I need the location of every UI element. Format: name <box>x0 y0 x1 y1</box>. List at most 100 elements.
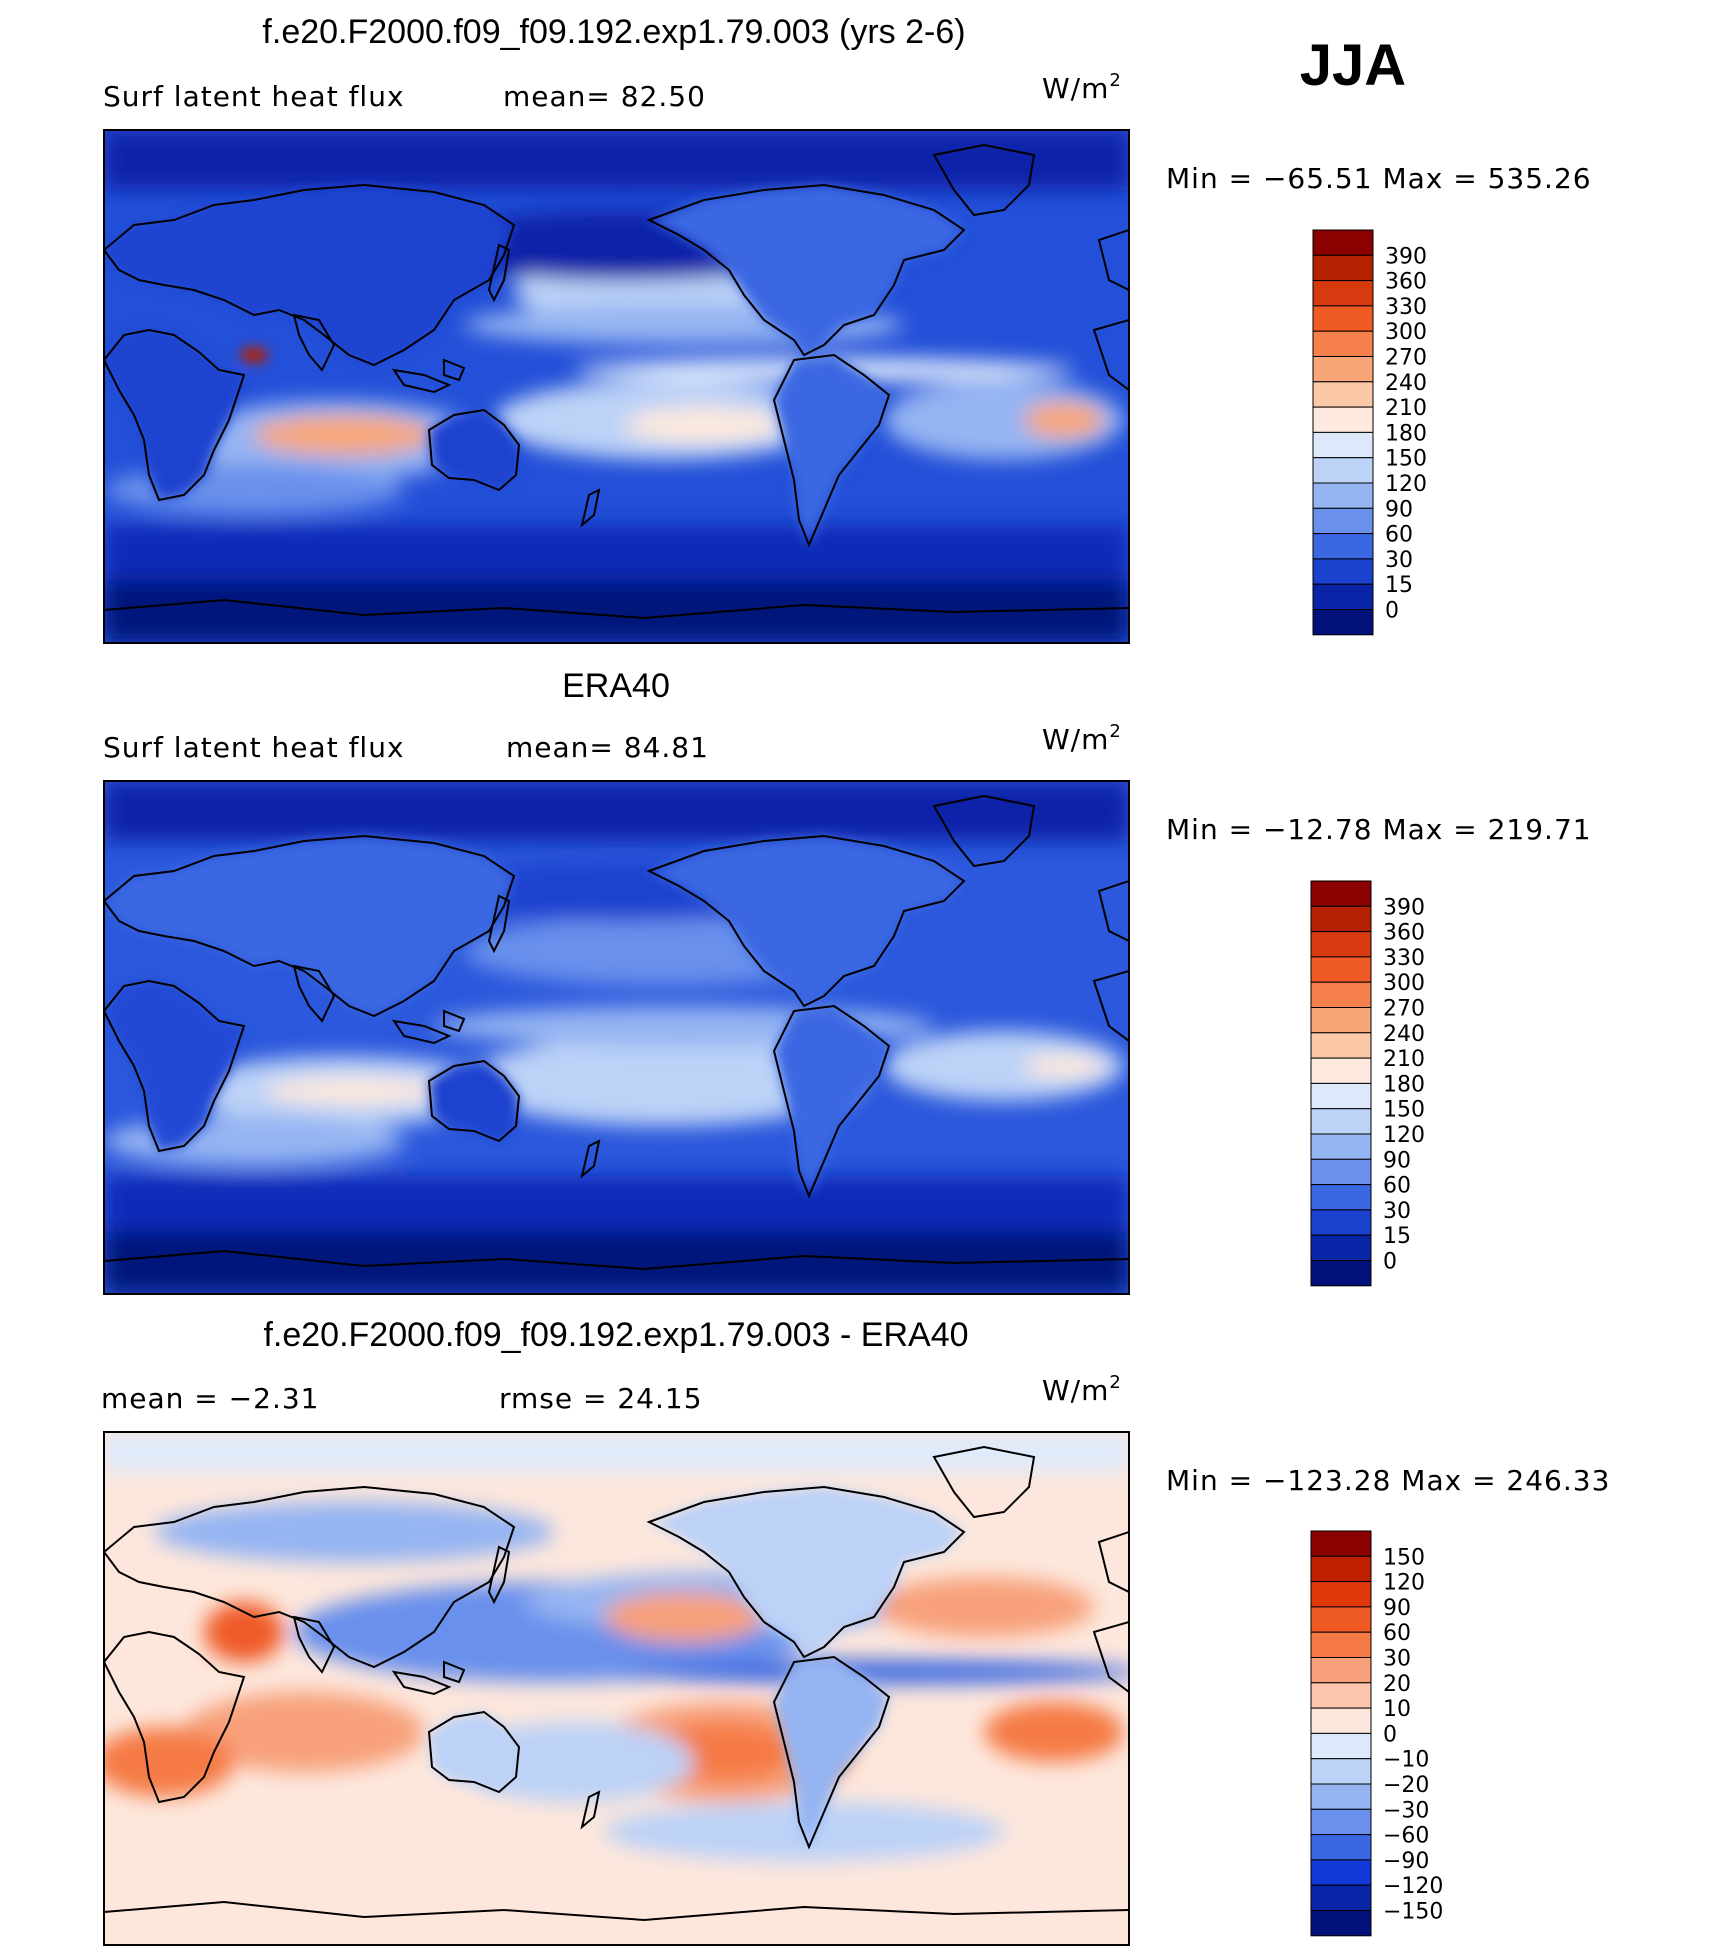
colorbar-tick-label: 60 <box>1383 1621 1411 1646</box>
colorbar-swatch <box>1310 1530 1372 1557</box>
colorbar-swatch <box>1312 583 1374 611</box>
colorbar-swatch <box>1312 356 1374 383</box>
colorbar-swatch <box>1310 1133 1372 1160</box>
colorbar-tick-label: −150 <box>1383 1900 1443 1925</box>
colorbar-tick-label: 390 <box>1385 244 1427 269</box>
mean-label: mean= 84.81 <box>506 731 709 764</box>
map-frame <box>103 129 1130 644</box>
colorbar-tick-label: 20 <box>1383 1672 1411 1697</box>
colorbar-tick-label: 270 <box>1385 346 1427 371</box>
colorbar-swatch <box>1312 507 1374 535</box>
colorbar-swatch <box>1312 558 1374 585</box>
units-text: W/m <box>1042 72 1109 105</box>
colorbar-swatch <box>1312 381 1374 408</box>
minmax-label: Min = −123.28 Max = 246.33 <box>1166 1464 1610 1497</box>
panel-title: f.e20.F2000.f09_f09.192.exp1.79.003 (yrs… <box>262 13 965 51</box>
colorbar-swatch <box>1310 1032 1372 1059</box>
colorbar-swatch <box>1310 1707 1372 1734</box>
units-label: W/m2 <box>1042 1372 1122 1407</box>
colorbar-swatch <box>1312 229 1374 256</box>
colorbar-tick-label: 180 <box>1385 421 1427 446</box>
colorbar-swatch <box>1310 1783 1372 1810</box>
colorbar-swatch <box>1310 1260 1372 1287</box>
colorbar-tick-label: 15 <box>1385 573 1413 598</box>
colorbar-swatch <box>1312 609 1374 636</box>
units-superscript: 2 <box>1109 70 1121 91</box>
variable-label: Surf latent heat flux <box>103 80 405 113</box>
colorbar-swatch <box>1310 931 1372 958</box>
colorbar-tick-label: 120 <box>1383 1571 1425 1596</box>
colorbar-swatch <box>1310 1834 1372 1861</box>
mean-label: mean= 82.50 <box>503 80 706 113</box>
colorbar-tick-label: 150 <box>1383 1098 1425 1123</box>
panel-difference: f.e20.F2000.f09_f09.192.exp1.79.003 - ER… <box>101 1316 1610 1946</box>
colorbar-tick-label: 30 <box>1383 1647 1411 1672</box>
colorbar-swatch <box>1310 1082 1372 1110</box>
colorbar-tick-label: 0 <box>1383 1722 1397 1747</box>
units-superscript: 2 <box>1109 1372 1121 1393</box>
colorbar-swatch <box>1310 1631 1372 1658</box>
colorbar-tick-label: 10 <box>1383 1697 1411 1722</box>
units-text: W/m <box>1042 1374 1109 1407</box>
colorbar-tick-label: 210 <box>1383 1047 1425 1072</box>
season-label: JJA <box>1300 33 1406 98</box>
colorbar-swatch <box>1310 1682 1372 1709</box>
units-text: W/m <box>1042 723 1109 756</box>
mean-label: mean = −2.31 <box>101 1382 319 1415</box>
colorbar-swatch <box>1312 533 1374 560</box>
map-frame <box>103 780 1130 1295</box>
colorbar-swatch <box>1310 1606 1372 1633</box>
map-field <box>104 130 1129 643</box>
colorbar-swatch <box>1312 431 1374 459</box>
colorbar-tick-label: 360 <box>1383 921 1425 946</box>
colorbar-swatch <box>1312 482 1374 509</box>
map-field <box>104 781 1129 1294</box>
colorbar-swatch <box>1312 305 1374 332</box>
colorbar-tick-label: −10 <box>1383 1748 1429 1773</box>
colorbar-swatch <box>1312 406 1374 433</box>
colorbar-tick-label: 390 <box>1383 895 1425 920</box>
colorbar-tick-label: 150 <box>1383 1545 1425 1570</box>
colorbar-tick-label: 360 <box>1385 270 1427 295</box>
colorbar-tick-label: 240 <box>1385 371 1427 396</box>
colorbar-swatch <box>1310 1657 1372 1684</box>
colorbar-tick-label: −120 <box>1383 1874 1443 1899</box>
colorbar-tick-label: 15 <box>1383 1224 1411 1249</box>
colorbar-tick-label: 330 <box>1385 295 1427 320</box>
colorbar-swatch <box>1310 1108 1372 1135</box>
colorbar-tick-label: −60 <box>1383 1824 1429 1849</box>
minmax-label: Min = −65.51 Max = 535.26 <box>1166 162 1592 195</box>
units-label: W/m2 <box>1042 721 1122 756</box>
colorbar-swatch <box>1310 1184 1372 1211</box>
map-frame <box>103 1431 1130 1946</box>
colorbar-tick-label: 90 <box>1383 1596 1411 1621</box>
colorbar-swatch <box>1310 1555 1372 1583</box>
colorbar-swatch <box>1310 1234 1372 1261</box>
colorbar-swatch <box>1312 330 1374 358</box>
variable-label: Surf latent heat flux <box>103 731 405 764</box>
colorbar-swatch <box>1310 1581 1372 1608</box>
minmax-label: Min = −12.78 Max = 219.71 <box>1166 813 1592 846</box>
colorbar-tick-label: 240 <box>1383 1022 1425 1047</box>
colorbar-tick-label: 120 <box>1385 472 1427 497</box>
colorbar-swatch <box>1310 1859 1372 1886</box>
units-superscript: 2 <box>1109 721 1121 742</box>
colorbar-tick-label: 0 <box>1383 1250 1397 1275</box>
colorbar-tick-label: 210 <box>1385 396 1427 421</box>
panel-title: f.e20.F2000.f09_f09.192.exp1.79.003 - ER… <box>263 1316 968 1354</box>
colorbar-tick-label: 60 <box>1383 1174 1411 1199</box>
panel-model: f.e20.F2000.f09_f09.192.exp1.79.003 (yrs… <box>103 13 1592 644</box>
rmse-label: rmse = 24.15 <box>499 1382 703 1415</box>
colorbar-swatch <box>1310 1158 1372 1186</box>
colorbar-swatch <box>1310 905 1372 933</box>
colorbar-swatch <box>1312 457 1374 484</box>
colorbar-swatch <box>1310 1884 1372 1911</box>
panel-era40: ERA40 Surf latent heat flux mean= 84.81 … <box>103 667 1592 1295</box>
colorbar-tick-label: 90 <box>1383 1148 1411 1173</box>
colorbar-swatch <box>1310 1209 1372 1236</box>
colorbar-swatch <box>1310 956 1372 983</box>
